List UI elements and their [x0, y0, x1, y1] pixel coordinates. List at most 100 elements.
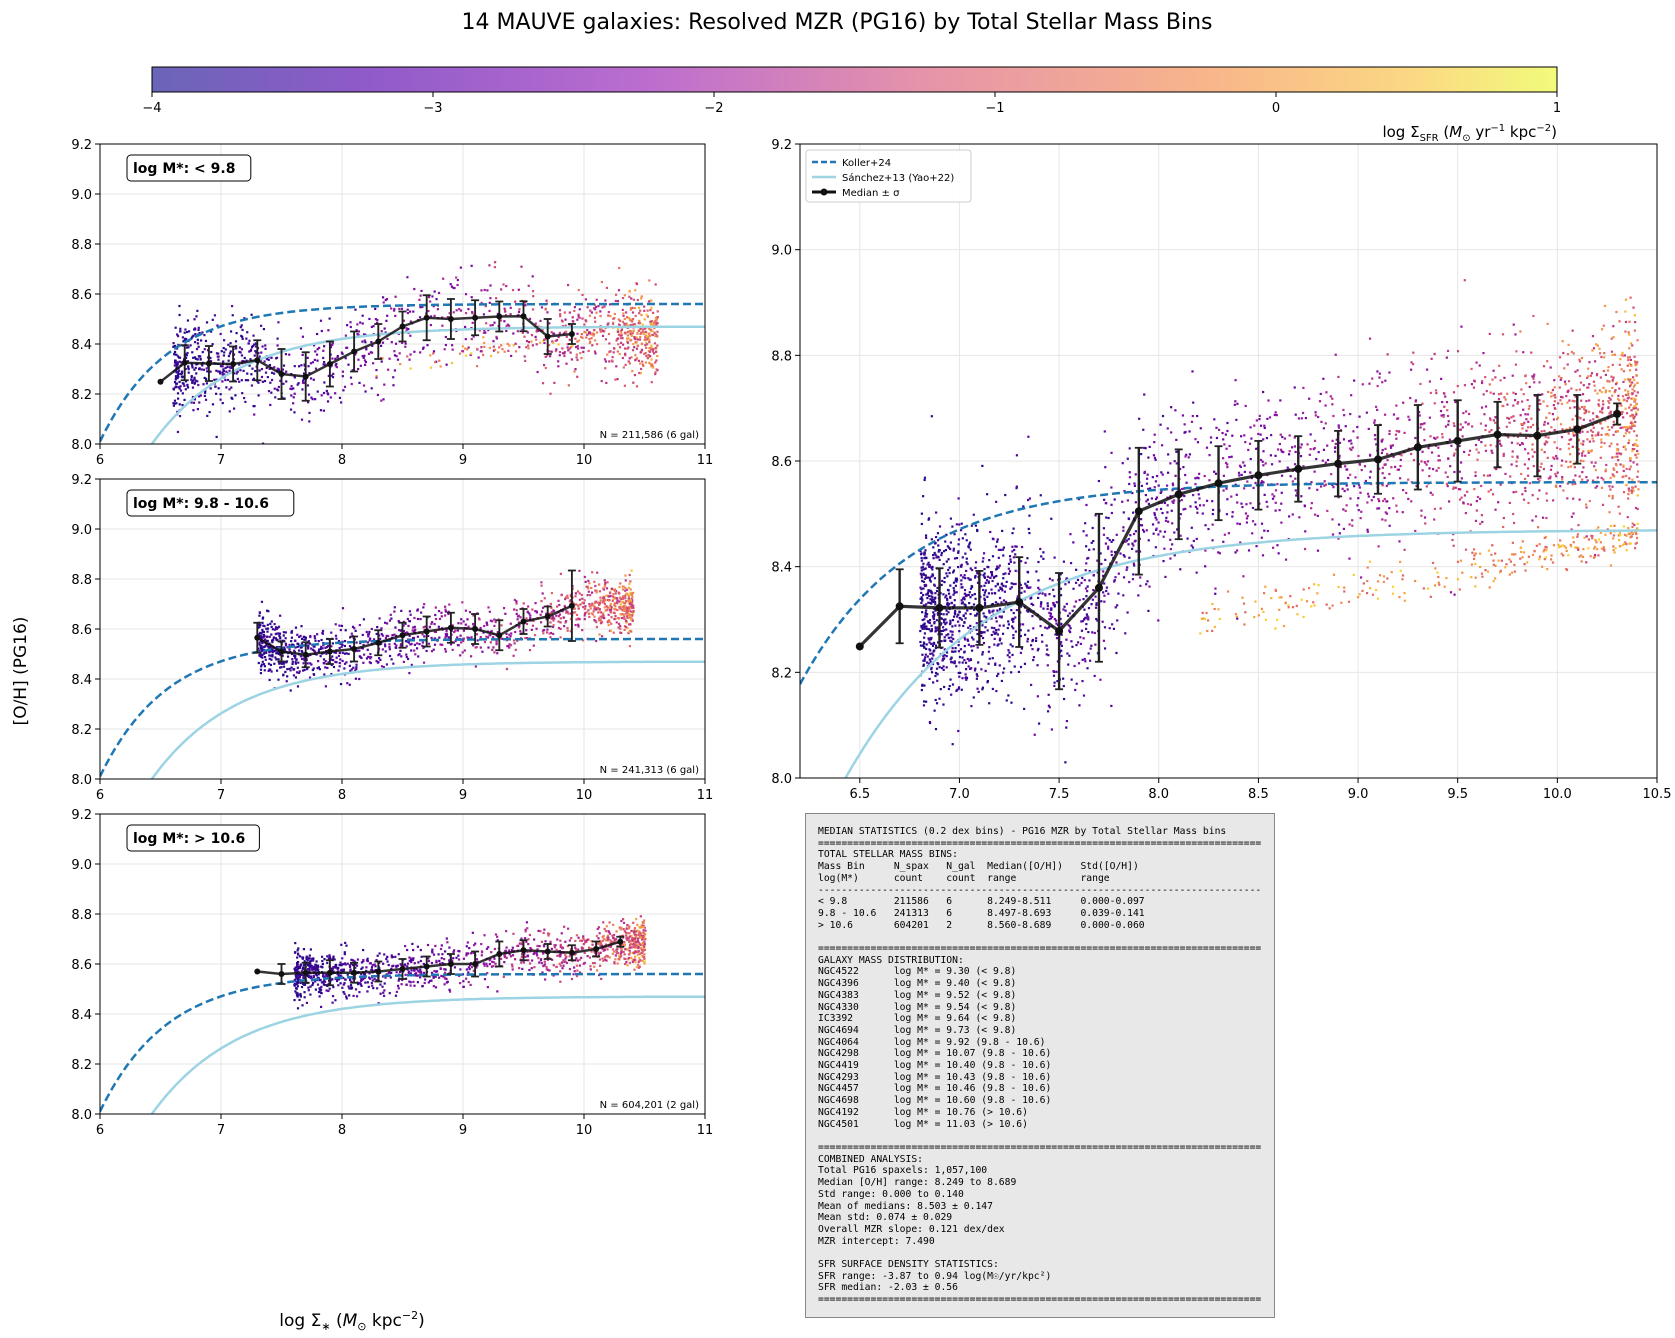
- spaxel-point: [647, 354, 650, 357]
- spaxel-point: [187, 346, 190, 349]
- spaxel-point: [221, 371, 224, 374]
- spaxel-point: [632, 606, 635, 610]
- spaxel-point: [363, 363, 367, 366]
- spaxel-point: [1629, 378, 1632, 381]
- spaxel-point: [568, 347, 571, 350]
- spaxel-point: [650, 363, 653, 367]
- spaxel-point: [337, 978, 340, 981]
- spaxel-point: [595, 298, 598, 301]
- x-tick-label: 6: [96, 1123, 104, 1138]
- spaxel-point: [175, 375, 178, 378]
- spaxel-point: [616, 350, 619, 353]
- spaxel-point: [625, 323, 629, 326]
- spaxel-point: [517, 626, 521, 629]
- spaxel-point: [594, 601, 597, 605]
- spaxel-point: [263, 652, 266, 655]
- spaxel-point: [461, 601, 464, 604]
- spaxel-point: [484, 331, 487, 334]
- spaxel-point: [653, 332, 656, 335]
- spaxel-point: [1294, 489, 1297, 492]
- spaxel-point: [275, 639, 278, 642]
- spaxel-point: [516, 330, 519, 333]
- spaxel-point: [1019, 629, 1022, 632]
- spaxel-point: [589, 968, 592, 971]
- spaxel-point: [362, 661, 365, 664]
- spaxel-point: [589, 965, 592, 968]
- spaxel-point: [464, 347, 467, 350]
- spaxel-point: [643, 940, 646, 943]
- spaxel-point: [1492, 369, 1495, 372]
- spaxel-point: [603, 583, 607, 586]
- spaxel-point: [334, 660, 337, 664]
- spaxel-point: [443, 348, 446, 351]
- spaxel-point: [432, 305, 435, 308]
- spaxel-point: [650, 365, 653, 368]
- x-tick-label: 10: [576, 1123, 593, 1138]
- spaxel-point: [419, 294, 422, 297]
- spaxel-point: [260, 665, 263, 668]
- spaxel-point: [572, 601, 575, 605]
- spaxel-point: [618, 600, 621, 603]
- spaxel-point: [489, 284, 492, 287]
- spaxel-point: [293, 376, 296, 379]
- spaxel-point: [350, 962, 353, 965]
- spaxel-point: [556, 954, 559, 957]
- spaxel-point: [294, 966, 297, 969]
- spaxel-point: [411, 958, 415, 962]
- spaxel-point: [1230, 455, 1233, 458]
- spaxel-point: [648, 338, 651, 342]
- spaxel-point: [232, 407, 236, 410]
- spaxel-point: [644, 344, 647, 347]
- spaxel-point: [615, 365, 618, 368]
- spaxel-point: [597, 603, 601, 606]
- spaxel-point: [619, 953, 622, 956]
- spaxel-point: [636, 953, 639, 956]
- spaxel-point: [1586, 376, 1589, 379]
- spaxel-point: [371, 979, 374, 982]
- spaxel-point: [174, 378, 177, 381]
- spaxel-point: [1450, 444, 1453, 447]
- spaxel-point: [621, 297, 625, 300]
- spaxel-point: [375, 959, 378, 962]
- spaxel-point: [1108, 627, 1111, 630]
- spaxel-point: [432, 985, 435, 988]
- spaxel-point: [176, 430, 180, 434]
- spaxel-point: [340, 351, 343, 354]
- spaxel-point: [542, 931, 545, 935]
- spaxel-point: [549, 940, 552, 943]
- spaxel-point: [625, 927, 628, 930]
- spaxel-point: [561, 967, 564, 970]
- spaxel-point: [634, 946, 637, 950]
- spaxel-point: [628, 573, 631, 577]
- spaxel-point: [562, 964, 565, 967]
- spaxel-point: [539, 341, 542, 344]
- spaxel-point: [196, 309, 199, 312]
- sanchez13-curve: [150, 660, 705, 779]
- spaxel-point: [990, 617, 993, 620]
- spaxel-point: [459, 309, 463, 312]
- spaxel-point: [307, 646, 310, 649]
- spaxel-point: [254, 350, 257, 353]
- spaxel-point: [541, 592, 544, 595]
- spaxel-point: [560, 319, 564, 322]
- spaxel-point: [602, 937, 606, 941]
- spaxel-point: [508, 646, 511, 649]
- spaxel-point: [378, 967, 381, 970]
- spaxel-point: [644, 336, 647, 339]
- spaxel-point: [412, 969, 416, 972]
- spaxel-point: [465, 945, 468, 948]
- spaxel-point: [1421, 469, 1424, 472]
- spaxel-point: [948, 622, 952, 626]
- y-tick-label: 8.2: [71, 723, 92, 738]
- spaxel-point: [559, 621, 562, 624]
- spaxel-point: [277, 625, 281, 628]
- spaxel-point: [286, 655, 290, 658]
- spaxel-point: [599, 964, 602, 967]
- spaxel-point: [630, 942, 633, 945]
- spaxel-point: [353, 627, 356, 630]
- spaxel-point: [630, 334, 634, 337]
- median-point: [351, 969, 358, 976]
- spaxel-point: [309, 993, 312, 996]
- spaxel-point: [410, 969, 413, 972]
- spaxel-point: [627, 586, 631, 589]
